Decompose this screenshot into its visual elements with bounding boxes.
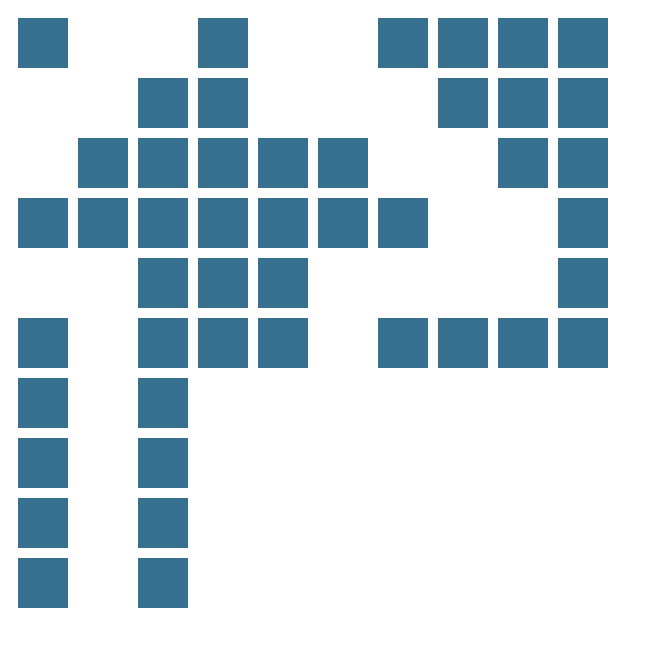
grid-cell	[18, 498, 68, 548]
grid-cell	[138, 318, 188, 368]
grid-cell	[198, 318, 248, 368]
grid-cell	[138, 378, 188, 428]
grid-cell	[78, 138, 128, 188]
grid-cell	[198, 78, 248, 128]
grid-cell	[78, 198, 128, 248]
grid-cell	[558, 78, 608, 128]
grid-cell	[18, 18, 68, 68]
grid-cell	[138, 258, 188, 308]
grid-cell	[198, 258, 248, 308]
grid-cell	[198, 138, 248, 188]
grid-cell	[558, 138, 608, 188]
grid-cell	[138, 78, 188, 128]
grid-cell	[198, 198, 248, 248]
grid-cell	[558, 18, 608, 68]
grid-cell	[138, 498, 188, 548]
grid-cell	[138, 558, 188, 608]
grid-cell	[498, 18, 548, 68]
grid-cell	[258, 138, 308, 188]
grid-cell	[558, 318, 608, 368]
grid-cell	[378, 18, 428, 68]
grid-cell	[318, 138, 368, 188]
grid-cell	[378, 198, 428, 248]
grid-cell	[18, 378, 68, 428]
grid-cell	[498, 318, 548, 368]
grid-cell	[438, 18, 488, 68]
grid-cell	[138, 198, 188, 248]
grid-cell	[198, 18, 248, 68]
grid-cell	[438, 318, 488, 368]
grid-cell	[18, 438, 68, 488]
grid-cell	[258, 258, 308, 308]
grid-cell	[498, 138, 548, 188]
grid-cell	[258, 318, 308, 368]
grid-cell	[378, 318, 428, 368]
grid-cell	[18, 198, 68, 248]
grid-cell	[498, 78, 548, 128]
grid-cell	[558, 258, 608, 308]
grid-cell	[438, 78, 488, 128]
grid-cell	[558, 198, 608, 248]
grid-cell	[18, 318, 68, 368]
grid-cell	[18, 558, 68, 608]
grid-cell	[318, 198, 368, 248]
grid-cell	[258, 198, 308, 248]
grid-cell	[138, 438, 188, 488]
grid-cell	[138, 138, 188, 188]
